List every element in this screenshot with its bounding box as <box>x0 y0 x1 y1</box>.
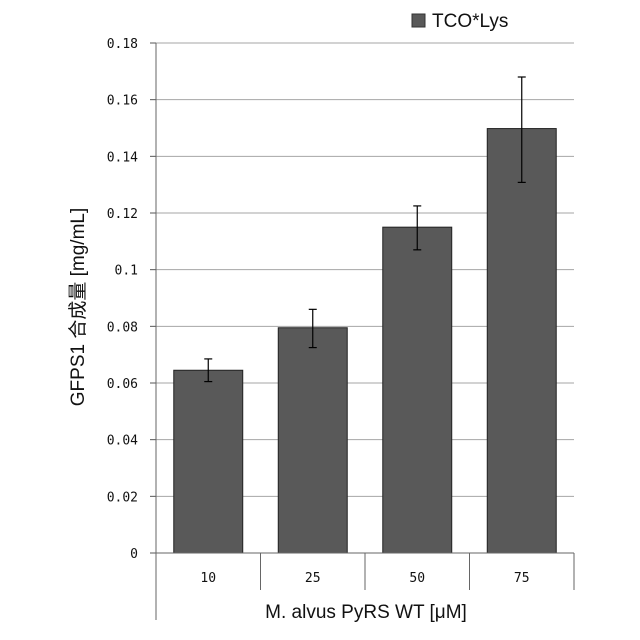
bar-10 <box>174 370 243 553</box>
y-tick-label: 0.06 <box>107 377 138 392</box>
y-tick-label: 0.1 <box>115 264 138 279</box>
bar-25 <box>278 328 347 553</box>
y-tick-label: 0 <box>130 547 138 562</box>
x-tick-label: 50 <box>409 571 425 586</box>
y-tick-label: 0.12 <box>107 207 138 222</box>
x-tick-label: 25 <box>305 571 321 586</box>
x-tick-label: 75 <box>514 571 530 586</box>
x-axis-title: M. alvus PyRS WT [μM] <box>265 602 467 623</box>
legend: TCO*Lys <box>412 11 508 32</box>
legend-swatch <box>412 14 425 27</box>
y-tick-label: 0.02 <box>107 490 138 505</box>
bar-75 <box>487 129 556 553</box>
y-tick-label: 0.16 <box>107 94 138 109</box>
y-tick-labels: 0 0.02 0.04 0.06 0.08 0.1 0.12 0.14 0.16 0.18 <box>107 37 138 562</box>
y-tick-label: 0.08 <box>107 320 138 335</box>
y-axis-title: GFPS1 合成量 [mg/mL] <box>67 208 89 406</box>
legend-label: TCO*Lys <box>432 11 508 32</box>
error-bars <box>204 77 526 382</box>
x-tick-label: 10 <box>200 571 216 586</box>
y-tick-label: 0.14 <box>107 150 138 165</box>
y-tick-label: 0.04 <box>107 434 138 449</box>
bars <box>174 129 556 553</box>
bar-50 <box>383 227 452 553</box>
y-tick-label: 0.18 <box>107 37 138 52</box>
